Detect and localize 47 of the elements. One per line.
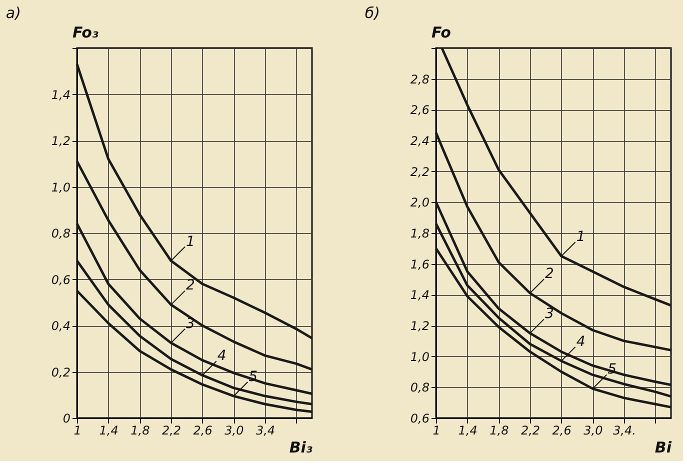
y-tick-label: 1,2	[51, 134, 70, 148]
x-tick-label: 3,4	[256, 424, 276, 438]
annotation: 1	[186, 234, 195, 250]
x-tick-label: 1,8	[130, 424, 150, 438]
y-tick-label: 0,4	[51, 319, 70, 333]
y-tick-label: 0	[62, 412, 71, 426]
x-axis-title: Bi	[654, 438, 672, 456]
annotation: 4	[576, 334, 586, 350]
y-axis-title: Fo	[432, 24, 451, 42]
y-tick-label: 1,4	[51, 88, 70, 102]
annotation: 3	[545, 306, 554, 322]
x-axis-title: Bi₃	[289, 438, 313, 456]
x-tick-label: 1	[74, 424, 82, 438]
x-tick-label: 1,4	[99, 424, 118, 438]
x-tick-label: 2,2	[162, 424, 182, 438]
y-tick-label: 1,6	[410, 257, 430, 272]
y-tick-label: 0,8	[410, 380, 430, 395]
y-tick-label: 2,0	[410, 196, 430, 210]
x-tick-label: 3,0	[224, 424, 244, 438]
y-tick-label: 0,6	[51, 272, 71, 287]
y-tick-label: 1,0	[51, 180, 71, 194]
chart-title: а)	[6, 4, 21, 22]
x-tick-label: 3,4.	[613, 424, 636, 438]
annotation: 2	[186, 278, 195, 294]
y-tick-label: 0,2	[51, 365, 70, 380]
y-tick-label: 2,4	[410, 134, 430, 148]
x-tick-label: 3,0	[584, 424, 604, 438]
annotation: 4	[217, 348, 226, 364]
y-tick-label: 1,2	[410, 319, 430, 333]
annotation: 2	[545, 266, 554, 282]
x-tick-label: 1,8	[490, 424, 510, 438]
y-tick-label: 0,8	[51, 226, 71, 240]
y-tick-label: 1,4	[410, 288, 430, 302]
y-tick-label: 1,8	[410, 226, 430, 240]
x-tick-label: 1,4	[458, 424, 478, 438]
y-axis-title: Fo₃	[72, 24, 99, 42]
annotation: 1	[576, 229, 586, 246]
y-tick-label: 2,6	[410, 103, 430, 118]
x-tick-label: 1	[432, 424, 440, 438]
x-tick-label: 2,6	[552, 424, 572, 438]
y-tick-label: 2,2	[410, 164, 430, 179]
y-tick-label: 1,0	[410, 350, 430, 364]
x-tick-label: 2,2	[520, 424, 540, 438]
x-tick-label: 2,6	[193, 424, 213, 438]
y-tick-label: 0,6	[410, 412, 430, 426]
y-tick-label: 2,8	[410, 72, 430, 86]
chart-title: б)	[364, 4, 380, 22]
